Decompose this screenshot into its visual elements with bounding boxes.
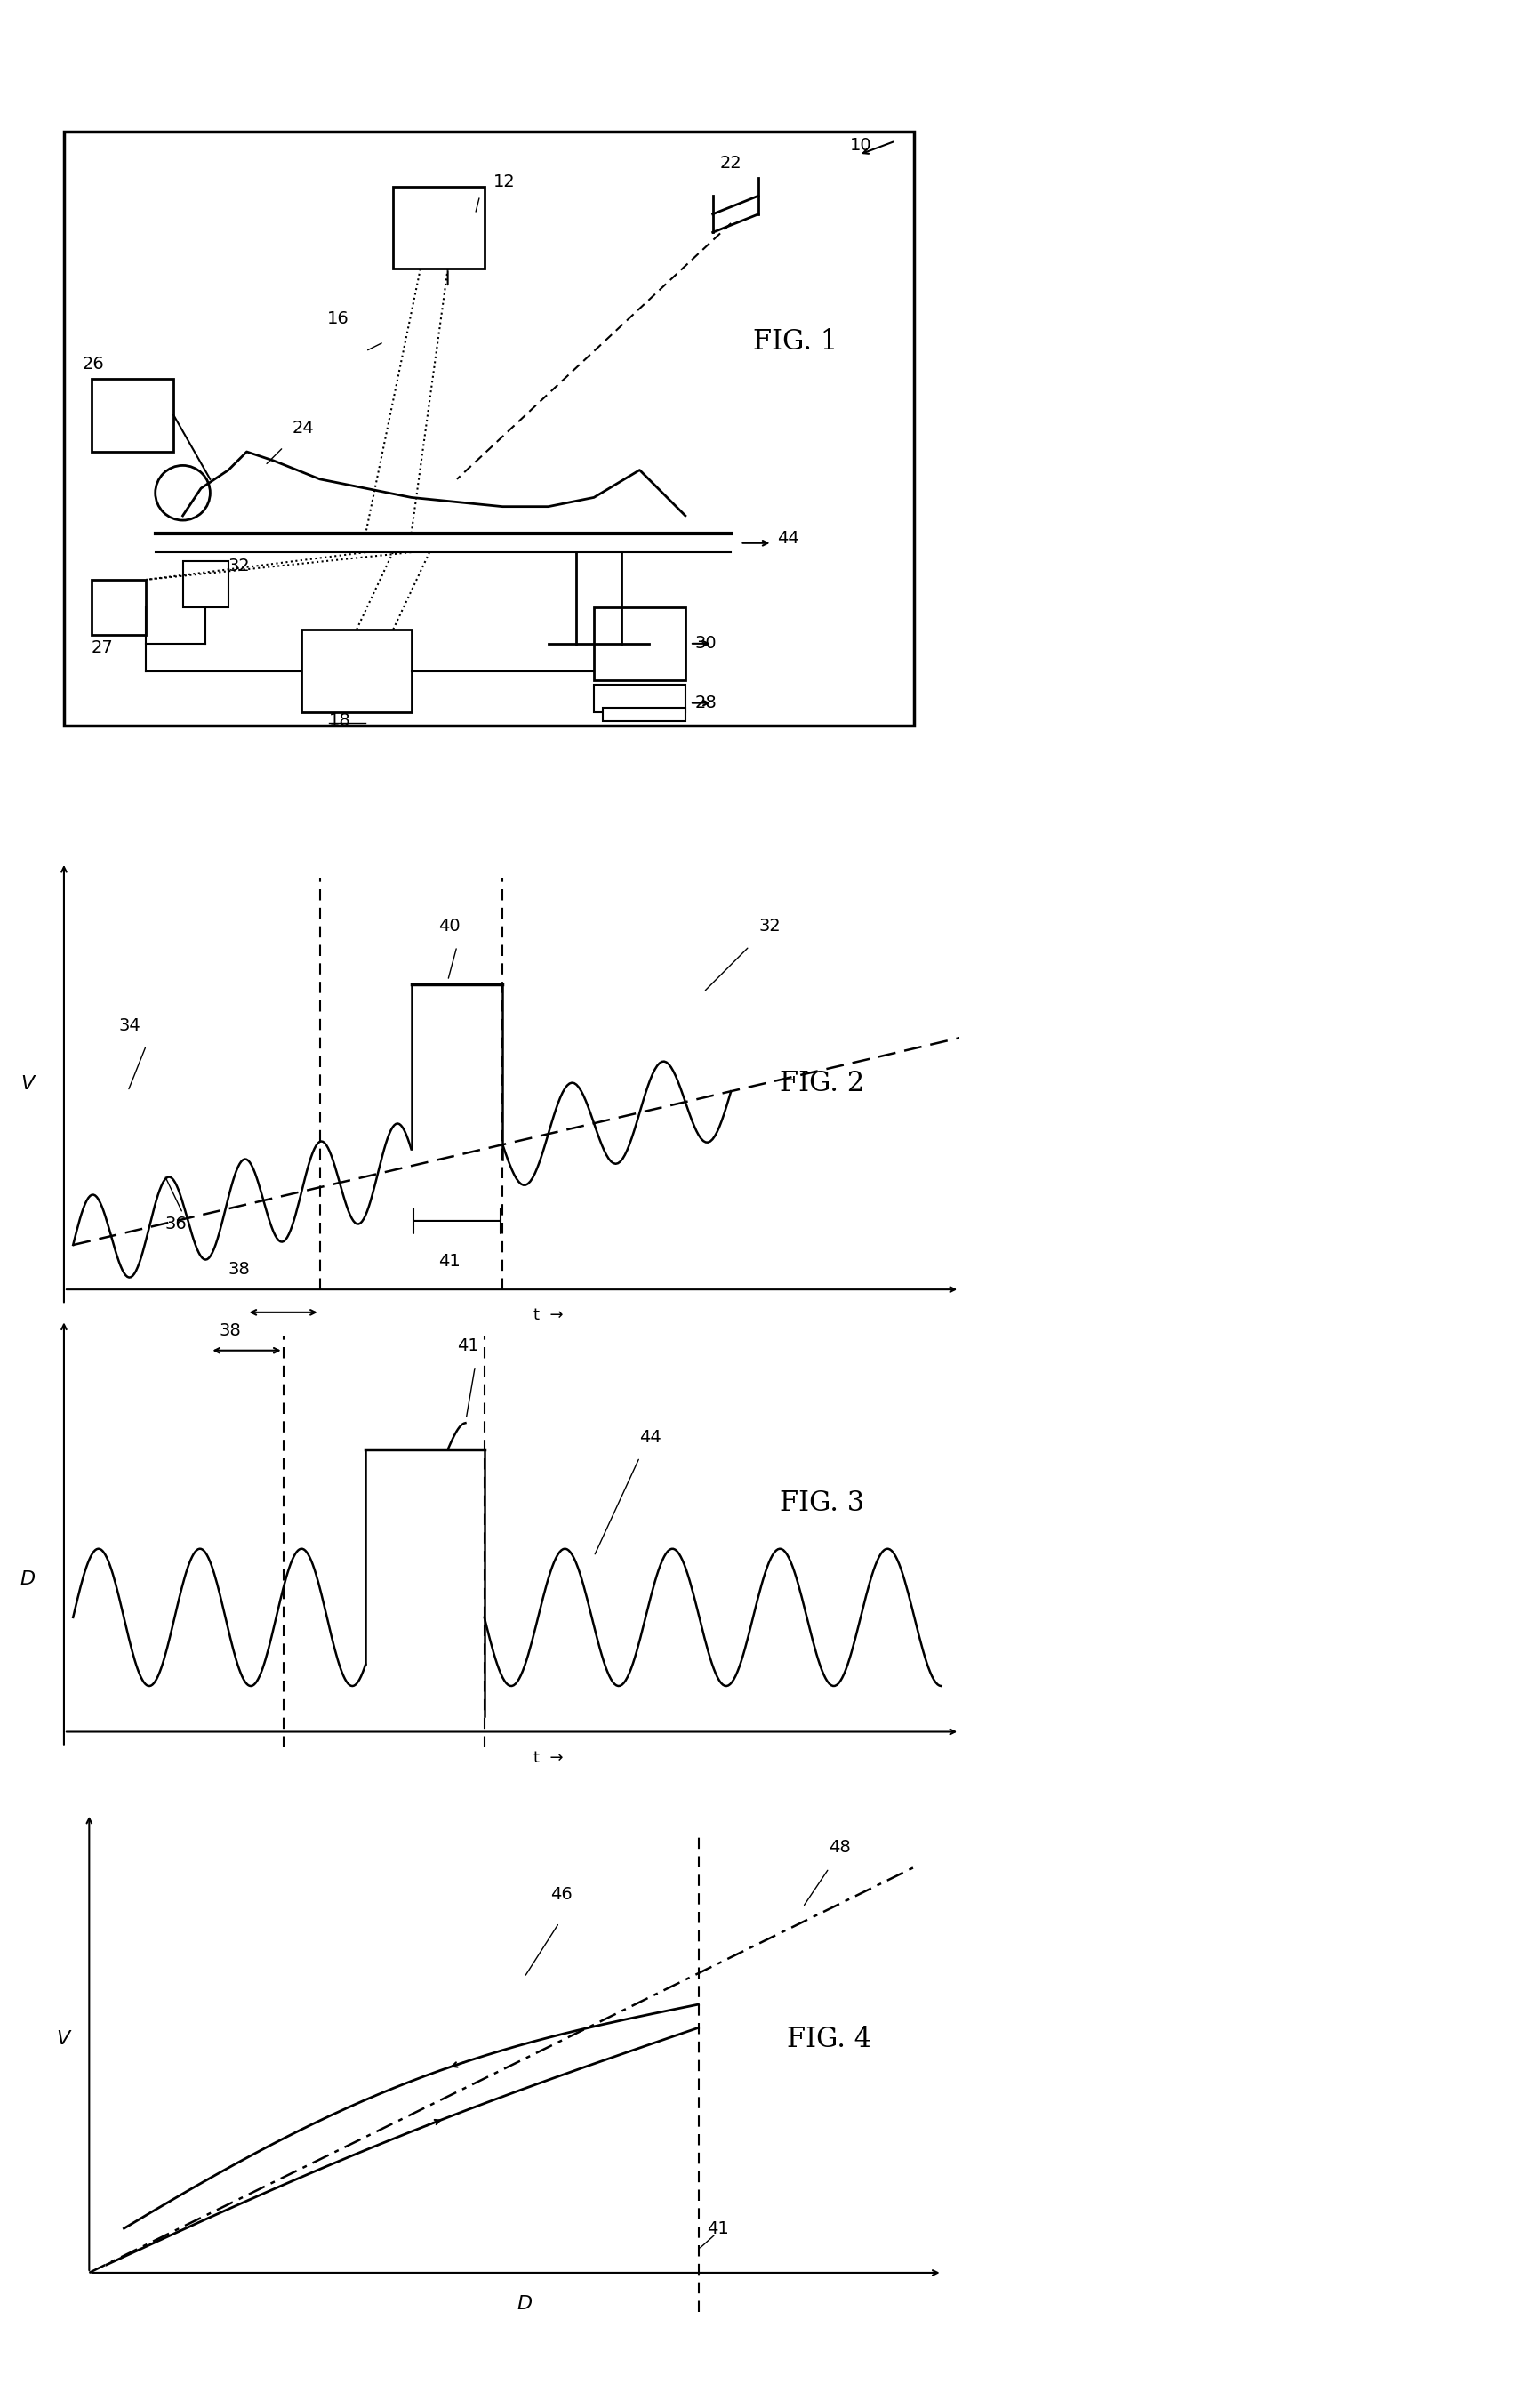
Text: 44: 44 <box>640 1428 661 1445</box>
Text: FIG. 1: FIG. 1 <box>752 327 838 356</box>
Text: 38: 38 <box>219 1322 241 1339</box>
Text: 22: 22 <box>720 154 742 171</box>
Text: 34: 34 <box>119 1016 140 1033</box>
Text: 24: 24 <box>292 419 314 436</box>
Text: D: D <box>20 1570 35 1589</box>
Text: 32: 32 <box>228 556 250 573</box>
Text: 44: 44 <box>777 530 798 547</box>
Text: 12: 12 <box>493 173 515 190</box>
Text: FIG. 4: FIG. 4 <box>787 2025 871 2054</box>
Text: 46: 46 <box>550 1885 573 1902</box>
Text: FIG. 3: FIG. 3 <box>780 1488 865 1517</box>
Text: 41: 41 <box>439 1252 460 1269</box>
Bar <box>91 580 146 633</box>
Text: t  →: t → <box>533 1308 564 1324</box>
Text: V: V <box>56 2030 70 2049</box>
Text: FIG. 2: FIG. 2 <box>780 1069 865 1098</box>
Text: 40: 40 <box>439 917 460 934</box>
Text: 41: 41 <box>707 2220 730 2237</box>
Bar <box>393 188 484 270</box>
Text: V: V <box>21 1074 34 1093</box>
Text: 26: 26 <box>82 356 104 373</box>
Bar <box>302 631 411 713</box>
Text: 16: 16 <box>327 311 349 327</box>
Bar <box>594 684 685 713</box>
Text: D: D <box>516 2295 532 2312</box>
Text: 38: 38 <box>228 1262 250 1279</box>
Text: 41: 41 <box>457 1336 478 1353</box>
Text: t  →: t → <box>533 1751 564 1765</box>
Bar <box>183 561 228 607</box>
Text: 36: 36 <box>164 1216 186 1233</box>
Text: 10: 10 <box>850 137 871 154</box>
Bar <box>603 708 685 722</box>
Text: 18: 18 <box>329 713 350 730</box>
Text: 32: 32 <box>758 917 780 934</box>
Bar <box>91 378 174 453</box>
Bar <box>594 607 685 679</box>
Text: 28: 28 <box>694 694 716 710</box>
Text: 30: 30 <box>694 636 716 653</box>
Text: 27: 27 <box>91 641 113 657</box>
Text: 48: 48 <box>829 1840 851 1857</box>
